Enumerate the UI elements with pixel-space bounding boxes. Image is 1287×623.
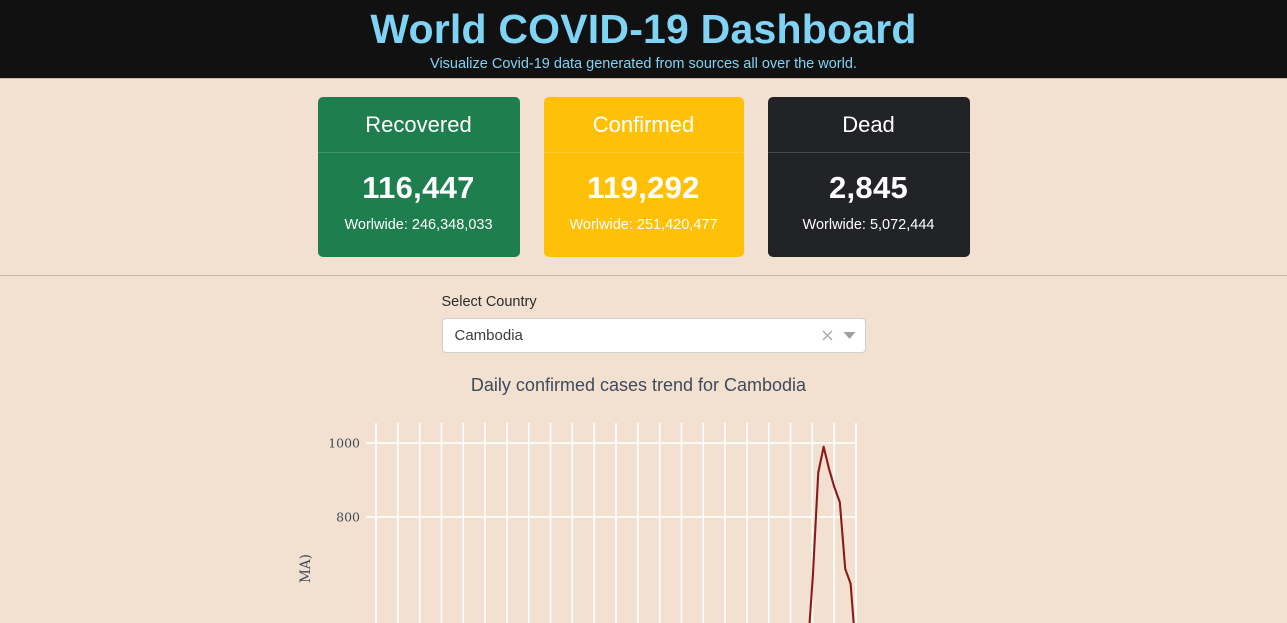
svg-text:MA): MA): [298, 554, 314, 583]
stat-card-recovered-title: Recovered: [317, 97, 520, 153]
stat-card-confirmed-title: Confirmed: [543, 97, 744, 153]
chart-grid: [366, 422, 857, 623]
chart-canvas: 800 1000 MA): [298, 422, 857, 623]
country-selector-wrap: Select Country Cambodia: [432, 294, 866, 353]
country-select-value[interactable]: Cambodia: [454, 327, 523, 344]
country-selector-section: Select Country Cambodia: [0, 276, 1287, 353]
chart-section: Daily confirmed cases trend for Cambodia…: [0, 353, 1287, 623]
stat-card-recovered-worldwide: Worlwide: 246,348,033: [344, 216, 493, 233]
divider-below-stats: [0, 275, 1287, 276]
stat-card-dead-worldwide: Worlwide: 5,072,444: [802, 216, 935, 233]
ytick-label: 1000: [328, 435, 360, 450]
chart-ytick-labels: 800 1000: [328, 435, 360, 524]
stat-card-dead-body: 2,845 Worlwide: 5,072,444: [768, 153, 970, 257]
ytick-label: 800: [336, 509, 360, 524]
chevron-down-icon[interactable]: [843, 331, 856, 340]
stat-card-confirmed-body: 119,292 Worlwide: 251,420,477: [544, 153, 744, 257]
country-select[interactable]: Cambodia: [441, 318, 866, 353]
stat-card-confirmed: Confirmed 119,292 Worlwide: 251,420,477: [543, 97, 744, 257]
select-country-label: Select Country: [441, 294, 537, 310]
close-x-icon[interactable]: [819, 327, 837, 345]
page-subtitle: Visualize Covid-19 data generated from s…: [430, 56, 857, 73]
stat-card-recovered-body: 116,447 Worlwide: 246,348,033: [318, 153, 520, 257]
stat-card-confirmed-value: 119,292: [587, 170, 700, 206]
daily-confirmed-cases-chart: 800 1000 MA): [0, 422, 1287, 623]
divider-below-header: [0, 78, 1287, 79]
app-header: World COVID-19 Dashboard Visualize Covid…: [0, 0, 1287, 78]
stat-card-confirmed-worldwide: Worlwide: 251,420,477: [569, 216, 718, 233]
stat-card-dead-value: 2,845: [828, 170, 909, 206]
stats-summary-section: Recovered 116,447 Worlwide: 246,348,033 …: [0, 79, 1287, 275]
chart-title: Daily confirmed cases trend for Cambodia: [470, 375, 807, 395]
stat-card-dead: Dead 2,845 Worlwide: 5,072,444: [767, 97, 970, 257]
stat-card-recovered: Recovered 116,447 Worlwide: 246,348,033: [317, 97, 520, 257]
page-title: World COVID-19 Dashboard: [370, 5, 917, 52]
stat-card-dead-title: Dead: [767, 97, 970, 153]
chart-axis-title-y: MA): [298, 554, 314, 583]
stat-card-recovered-value: 116,447: [362, 170, 475, 206]
